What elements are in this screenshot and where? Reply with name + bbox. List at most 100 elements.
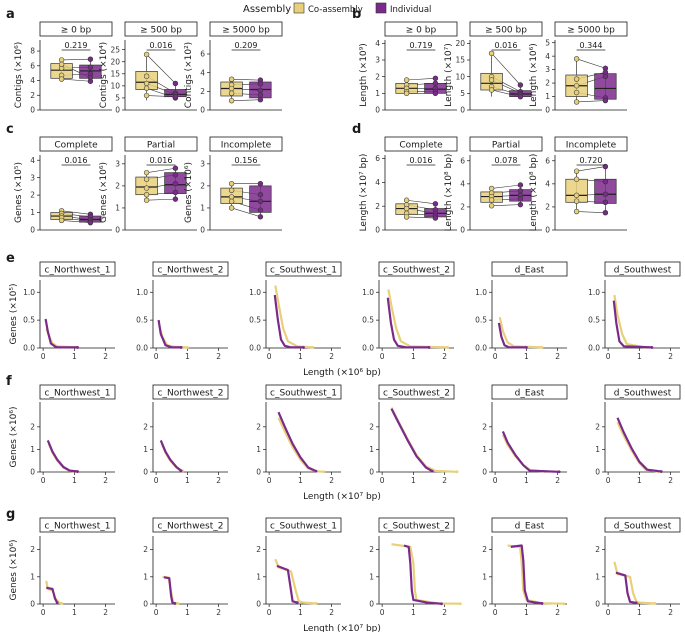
paired-line-b3 (576, 58, 606, 69)
point-co-a2 (143, 85, 150, 91)
point-ind-b2 (517, 82, 524, 88)
x-tick-label-f: 2 (442, 476, 447, 485)
series-tail-point-ind (179, 469, 183, 473)
x-tick-label-e: 0 (493, 352, 498, 361)
y-tick-label-d2: 0 (460, 226, 465, 235)
pvalue-a2: 0.016 (150, 41, 173, 50)
series-ind-g-5 (615, 571, 637, 604)
series-ind-e-3 (386, 297, 429, 349)
x-tick-label-f: 2 (103, 476, 108, 485)
series-tail-point-ind (302, 346, 305, 349)
paired-line-b1 (406, 78, 436, 81)
y-tick-label-f: 1 (143, 445, 148, 454)
x-tick-label-g: 2 (442, 608, 447, 617)
strip-title-c2: Partial (147, 141, 175, 151)
strip-d3 (554, 136, 628, 152)
line-panel-e-0: c_Northwest_1 0.0 0.5 1.0 0 1 2 (23, 261, 116, 361)
y-axis-title-d2: Length (×10⁸ bp) (444, 154, 454, 232)
y-tick-label-a2: 5 (115, 94, 120, 103)
paired-line-b3 (576, 100, 606, 103)
line-panel-f-1: c_Northwest_2 0 1 2 0 1 2 (143, 384, 229, 485)
series-tail-point-ind (427, 346, 431, 349)
y-tick-label-e: 0.0 (475, 344, 487, 353)
line-panel-g-0: c_Northwest_1 0 1 2 0 1 2 (30, 517, 116, 617)
legend-swatch-co (293, 2, 305, 14)
paired-line-d3 (576, 211, 606, 213)
x-tick-label-e: 0 (267, 352, 272, 361)
y-tick-label-g: 2 (256, 545, 261, 554)
y-tick-label-d2: 4 (460, 179, 465, 188)
strip-title-f-2: c_Southwest_1 (270, 389, 337, 399)
box-panel-b3: ≥ 5000 bp 0 1 2 3 4 5 Length (×10⁶) 0.344 (529, 21, 628, 115)
point-ind-c2 (172, 172, 179, 178)
y-tick-label-c2: 0 (115, 226, 120, 235)
strip-e-2 (265, 261, 342, 277)
x-tick-label-g: 1 (411, 608, 416, 617)
series-ind-g-0 (46, 586, 59, 604)
point-co-c3 (228, 198, 235, 205)
strip-g-2 (265, 517, 342, 533)
series-co-g-4 (507, 544, 564, 605)
strip-e-4 (491, 261, 568, 277)
series-tail-point-ind (557, 470, 561, 474)
strip-title-g-5: d_Southwest (614, 522, 672, 532)
point-ind-b1 (432, 80, 439, 87)
series-ind-e-2 (273, 294, 304, 349)
line-panel-g-3: c_Southwest_2 0 1 2 0 1 2 (369, 517, 462, 617)
series-co-f-3 (390, 407, 458, 473)
y-tick-label-e: 0.0 (588, 344, 600, 353)
point-co-d3 (573, 168, 580, 174)
line-panel-f-2: c_Southwest_1 0 1 2 0 1 2 (256, 384, 342, 485)
series-tail-point-ind (295, 601, 299, 605)
strip-e-1 (152, 261, 229, 277)
y-tick-label-b3: 0 (545, 106, 550, 115)
line-panel-g-1: c_Northwest_2 0 1 2 0 1 2 (143, 517, 229, 617)
y-axis-title-b1: Length (×10⁹) (359, 43, 369, 107)
y-tick-label-e: 1.0 (362, 288, 374, 297)
point-co-d1 (403, 214, 410, 220)
y-tick-label-b1: 3 (375, 56, 380, 65)
point-co-d2 (488, 197, 495, 203)
y-tick-label-a3: 2 (200, 87, 205, 96)
point-co-c1 (58, 217, 65, 224)
strip-f-4 (491, 384, 568, 400)
pvalue-a1: 0.219 (65, 41, 88, 50)
point-ind-d2 (517, 182, 524, 188)
y-tick-label-b3: 4 (545, 52, 550, 61)
x-tick-label-g: 2 (103, 608, 108, 617)
series-tail-point-co (562, 602, 566, 606)
strip-g-4 (491, 517, 568, 533)
x-tick-label-f: 0 (606, 476, 611, 485)
y-tick-label-a2: 15 (110, 69, 120, 78)
point-ind-d3 (602, 191, 609, 197)
paired-line-d2 (491, 204, 521, 207)
y-tick-label-f: 0 (595, 468, 600, 477)
y-tick-label-a1: 2 (30, 91, 35, 100)
series-ind-g-2 (276, 564, 298, 604)
strip-title-e-3: c_Southwest_2 (383, 266, 450, 276)
paired-line-a3 (231, 78, 261, 81)
strip-title-f-3: c_Southwest_2 (383, 389, 450, 399)
y-tick-label-f: 2 (30, 422, 35, 431)
series-tail-point-co (653, 602, 657, 605)
series-co-e-5 (613, 294, 646, 349)
series-tail-point-ind (634, 601, 638, 605)
y-tick-label-c1: 4 (30, 156, 35, 165)
y-tick-label-d1: 4 (375, 178, 380, 187)
line-panel-e-4: d_East 0.0 0.5 1.0 0 1 2 (475, 261, 568, 361)
y-tick-label-b2: 10 (455, 72, 465, 81)
series-tail-point-ind (314, 469, 318, 473)
box-panel-d3: Incomplete 0 2 4 6 Length (×10⁸ bp) 0.720 (529, 136, 628, 235)
x-tick-label-e: 0 (41, 352, 46, 361)
point-co-b3 (573, 56, 580, 62)
y-tick-label-d3: 6 (545, 156, 550, 165)
point-co-a2 (143, 73, 150, 79)
x-tick-label-f: 1 (72, 476, 77, 485)
series-ind-g-4 (510, 544, 543, 605)
point-ind-c3 (257, 198, 264, 205)
series-tail-point-co (458, 602, 462, 606)
series-tail-point-ind (55, 601, 59, 605)
box-panel-a1: a ≥ 0 bp 0 2 4 6 8 Contigs (×10⁶) 0.219 (6, 7, 113, 115)
y-tick-label-b1: 0 (375, 106, 380, 115)
